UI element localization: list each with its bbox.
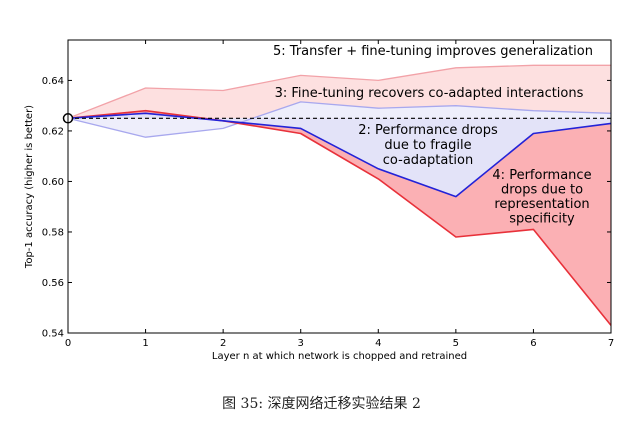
annotation-line: drops due to — [501, 183, 583, 198]
annotations: 5: Transfer + fine-tuning improves gener… — [273, 44, 593, 227]
line-transfer-frozen — [67, 109, 612, 326]
x-tick-label: 1 — [142, 338, 148, 349]
x-tick-label: 7 — [608, 338, 614, 349]
fill-transfer-finetune — [68, 65, 611, 119]
y-tick-label: 0.60 — [42, 177, 64, 188]
y-tick-label: 0.64 — [42, 76, 64, 87]
annotation-line: 5: Transfer + fine-tuning improves gener… — [273, 44, 593, 59]
y-tick-label: 0.54 — [42, 329, 64, 340]
y-tick-label: 0.62 — [42, 126, 64, 137]
x-tick-label: 2 — [220, 338, 226, 349]
line-self-finetune — [67, 101, 612, 138]
annotation-a5: 5: Transfer + fine-tuning improves gener… — [273, 44, 593, 59]
x-tick-label: 0 — [65, 338, 71, 349]
axis-ticks: 0 1 2 3 4 5 6 7 0.54 0.56 0.58 0.60 0.62 0.64 — [42, 40, 614, 349]
annotation-line: co-adaptation — [383, 153, 473, 168]
annotation-line: due to fragile — [384, 138, 471, 153]
x-tick-label: 6 — [530, 338, 536, 349]
fill-self-frozen — [68, 113, 611, 197]
series-lines — [62, 64, 612, 326]
x-tick-label: 5 — [453, 338, 459, 349]
x-tick-label: 3 — [298, 338, 304, 349]
annotation-line: 3: Fine-tuning recovers co-adapted inter… — [275, 86, 584, 101]
annotation-line: specificity — [509, 212, 575, 227]
annotation-a2: 2: Performance drops due to fragile co-ada… — [358, 123, 498, 168]
figure-caption: 图 35: 深度网络迁移实验结果 2 — [222, 396, 421, 412]
line-transfer-finetune — [67, 64, 611, 119]
annotation-line: representation — [494, 197, 589, 212]
fill-regions — [68, 65, 611, 326]
x-tick-label: 4 — [375, 338, 381, 349]
annotation-a4: 4: Performance drops due to representation… — [492, 168, 591, 227]
y-tick-label: 0.58 — [42, 227, 64, 238]
fill-self-finetune — [68, 101, 611, 138]
annotation-line: 2: Performance drops — [358, 123, 498, 138]
y-axis-label: Top-1 accuracy (higher is better) — [24, 105, 35, 269]
annotation-line: 4: Performance — [492, 168, 591, 183]
line-self-frozen — [67, 112, 612, 198]
annotation-a3: 3: Fine-tuning recovers co-adapted inter… — [275, 86, 584, 101]
plot-frame — [67, 39, 612, 334]
x-axis-label: Layer n at which network is chopped and … — [212, 351, 467, 362]
chart: 0 1 2 3 4 5 6 7 0.54 0.56 0.58 0.60 0.62 0.64 5: Tran… — [24, 39, 614, 362]
y-tick-label: 0.56 — [42, 278, 64, 289]
